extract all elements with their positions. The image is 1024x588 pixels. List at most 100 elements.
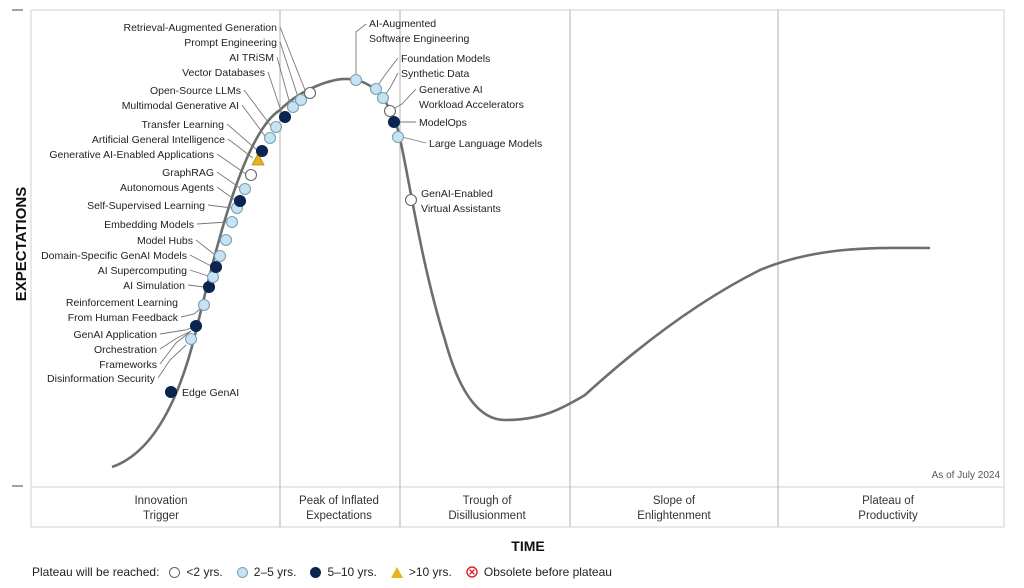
technology-marker [197, 298, 211, 312]
phase-label: Trigger [143, 510, 179, 522]
phase-label: Plateau of [862, 495, 915, 507]
leader-line [196, 221, 228, 225]
light-blue-circle-icon [236, 566, 248, 578]
technology-label: GenAI Application [74, 329, 158, 341]
leader-line [195, 239, 216, 256]
technology-label: Open-Source LLMs [150, 85, 241, 97]
technology-marker [349, 73, 363, 87]
technology-marker [376, 91, 390, 105]
leader-line [216, 153, 247, 175]
technology-label: Orchestration [94, 344, 157, 356]
legend: Plateau will be reached: <2 yrs. 2–5 yrs… [32, 563, 626, 581]
technology-label: AI TRiSM [229, 52, 274, 64]
technology-marker [206, 270, 220, 284]
leader-line [180, 308, 201, 318]
technology-label: Foundation Models [401, 53, 490, 65]
technology-marker [251, 152, 265, 166]
legend-label: 5–10 yrs. [327, 565, 377, 579]
hype-curve [111, 77, 931, 469]
technology-label: Vector Databases [182, 67, 265, 79]
as-of-note: As of July 2024 [932, 470, 1001, 481]
technology-marker [286, 100, 300, 114]
technology-label: Autonomous Agents [120, 182, 214, 194]
technology-label: Self-Supervised Learning [87, 200, 205, 212]
leader-line [401, 136, 427, 144]
legend-item-obsolete: Obsolete before plateau [466, 565, 612, 579]
technology-label: Large Language Models [429, 138, 542, 150]
technology-marker [294, 93, 308, 107]
leader-line [189, 254, 212, 267]
technology-label: Edge GenAI [182, 387, 239, 399]
leader-line [187, 284, 205, 288]
technology-label: ModelOps [419, 117, 467, 129]
leader-line [279, 26, 306, 91]
technology-label: AI Simulation [123, 280, 185, 292]
technology-label: Frameworks [99, 359, 157, 371]
phase-label: Enlightenment [637, 510, 711, 522]
technology-marker [404, 193, 418, 207]
technology-label: Retrieval-Augmented Generation [123, 22, 277, 34]
leader-line [226, 123, 258, 151]
legend-label: >10 yrs. [408, 565, 452, 579]
yellow-triangle-icon [390, 566, 403, 578]
technology-marker [225, 215, 239, 229]
leader-line [159, 327, 192, 335]
technology-marker [219, 233, 233, 247]
leader-line [159, 330, 192, 350]
leader-line [159, 330, 192, 365]
plot-frame [30, 9, 1005, 488]
technology-label: Model Hubs [137, 235, 193, 247]
technology-label: Embedding Models [104, 219, 194, 231]
technology-marker [269, 120, 283, 134]
legend-label: 2–5 yrs. [253, 565, 297, 579]
technology-label: GenAI-Enabled [421, 188, 493, 200]
leader-line [216, 186, 236, 201]
leader-line [241, 104, 266, 137]
technology-marker [202, 280, 216, 294]
legend-item-lt2: <2 yrs. [169, 565, 223, 579]
technology-marker [303, 86, 317, 100]
technology-label: Software Engineering [369, 33, 470, 45]
technology-label: Reinforcement Learning [66, 297, 178, 309]
technology-label: Generative AI [419, 84, 483, 96]
phase-label: Slope of [653, 495, 696, 507]
phase-label: Disillusionment [448, 510, 526, 522]
technology-label: Artificial General Intelligence [92, 134, 225, 146]
technology-label: Transfer Learning [142, 119, 225, 131]
legend-item-gt10: >10 yrs. [390, 565, 452, 579]
navy-circle-icon [310, 566, 322, 578]
leader-line [157, 344, 187, 379]
technology-label: AI-Augmented [369, 18, 436, 30]
leader-line [392, 88, 417, 110]
technology-marker [238, 182, 252, 196]
technology-marker [391, 130, 405, 144]
technology-label: Disinformation Security [47, 373, 156, 385]
phase-label: Expectations [306, 510, 372, 522]
technology-label: Multimodal Generative AI [122, 100, 239, 112]
leader-line [276, 56, 291, 105]
x-axis-title: TIME [511, 538, 544, 554]
technology-marker [244, 168, 258, 182]
technology-marker [209, 260, 223, 274]
technology-marker [233, 194, 247, 208]
technology-label: From Human Feedback [68, 312, 179, 324]
white-circle-icon [169, 566, 181, 578]
leader-line [267, 71, 283, 115]
technology-marker [278, 110, 292, 124]
technology-label: GraphRAG [162, 167, 214, 179]
legend-label: Obsolete before plateau [483, 565, 612, 579]
phase-label: Productivity [858, 510, 918, 522]
technology-marker [369, 82, 383, 96]
leader-line [243, 89, 272, 127]
leader-line [384, 72, 399, 96]
technology-marker [263, 131, 277, 145]
leader-line [207, 204, 233, 209]
legend-label: <2 yrs. [186, 565, 223, 579]
leader-line [216, 171, 241, 189]
technology-marker [255, 144, 269, 158]
legend-item-5-10: 5–10 yrs. [310, 565, 377, 579]
technology-marker [213, 249, 227, 263]
technology-label: Workload Accelerators [419, 99, 524, 111]
technology-label: Domain-Specific GenAI Models [41, 250, 187, 262]
hype-cycle-diagram: Innovation Trigger Peak of Inflated Expecta… [12, 9, 1005, 554]
